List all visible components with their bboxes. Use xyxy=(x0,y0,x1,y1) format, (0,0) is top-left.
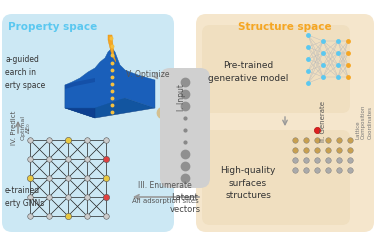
FancyBboxPatch shape xyxy=(196,14,374,232)
Text: III. Enumerate: III. Enumerate xyxy=(138,181,192,190)
Polygon shape xyxy=(108,35,116,62)
Polygon shape xyxy=(65,98,155,118)
FancyBboxPatch shape xyxy=(202,25,350,113)
Text: Property space: Property space xyxy=(8,22,97,32)
Polygon shape xyxy=(65,85,95,118)
Text: Latent
vectors: Latent vectors xyxy=(170,193,200,214)
Polygon shape xyxy=(65,78,95,89)
Text: All adsorption sites: All adsorption sites xyxy=(132,198,199,204)
Text: I. Input: I. Input xyxy=(176,84,185,111)
Text: II. Generate: II. Generate xyxy=(320,101,326,143)
FancyBboxPatch shape xyxy=(160,68,210,188)
Text: Structure space: Structure space xyxy=(238,22,332,32)
Text: Pre-trained
generative model: Pre-trained generative model xyxy=(208,61,288,83)
Polygon shape xyxy=(65,48,155,108)
FancyBboxPatch shape xyxy=(202,130,350,225)
Text: IV. Predict: IV. Predict xyxy=(11,111,17,145)
Text: Optimal
ΔE₀: Optimal ΔE₀ xyxy=(21,115,32,140)
Text: Lattice
Composition
Coordinates: Lattice Composition Coordinates xyxy=(355,105,372,139)
Text: High-quality
surfaces
structures: High-quality surfaces structures xyxy=(220,166,276,200)
FancyBboxPatch shape xyxy=(2,14,174,232)
Text: a-guided
earch in
erty space: a-guided earch in erty space xyxy=(5,55,45,90)
Text: e-trained
erty GNNs: e-trained erty GNNs xyxy=(5,186,44,208)
Text: V. Optimize: V. Optimize xyxy=(126,70,170,79)
